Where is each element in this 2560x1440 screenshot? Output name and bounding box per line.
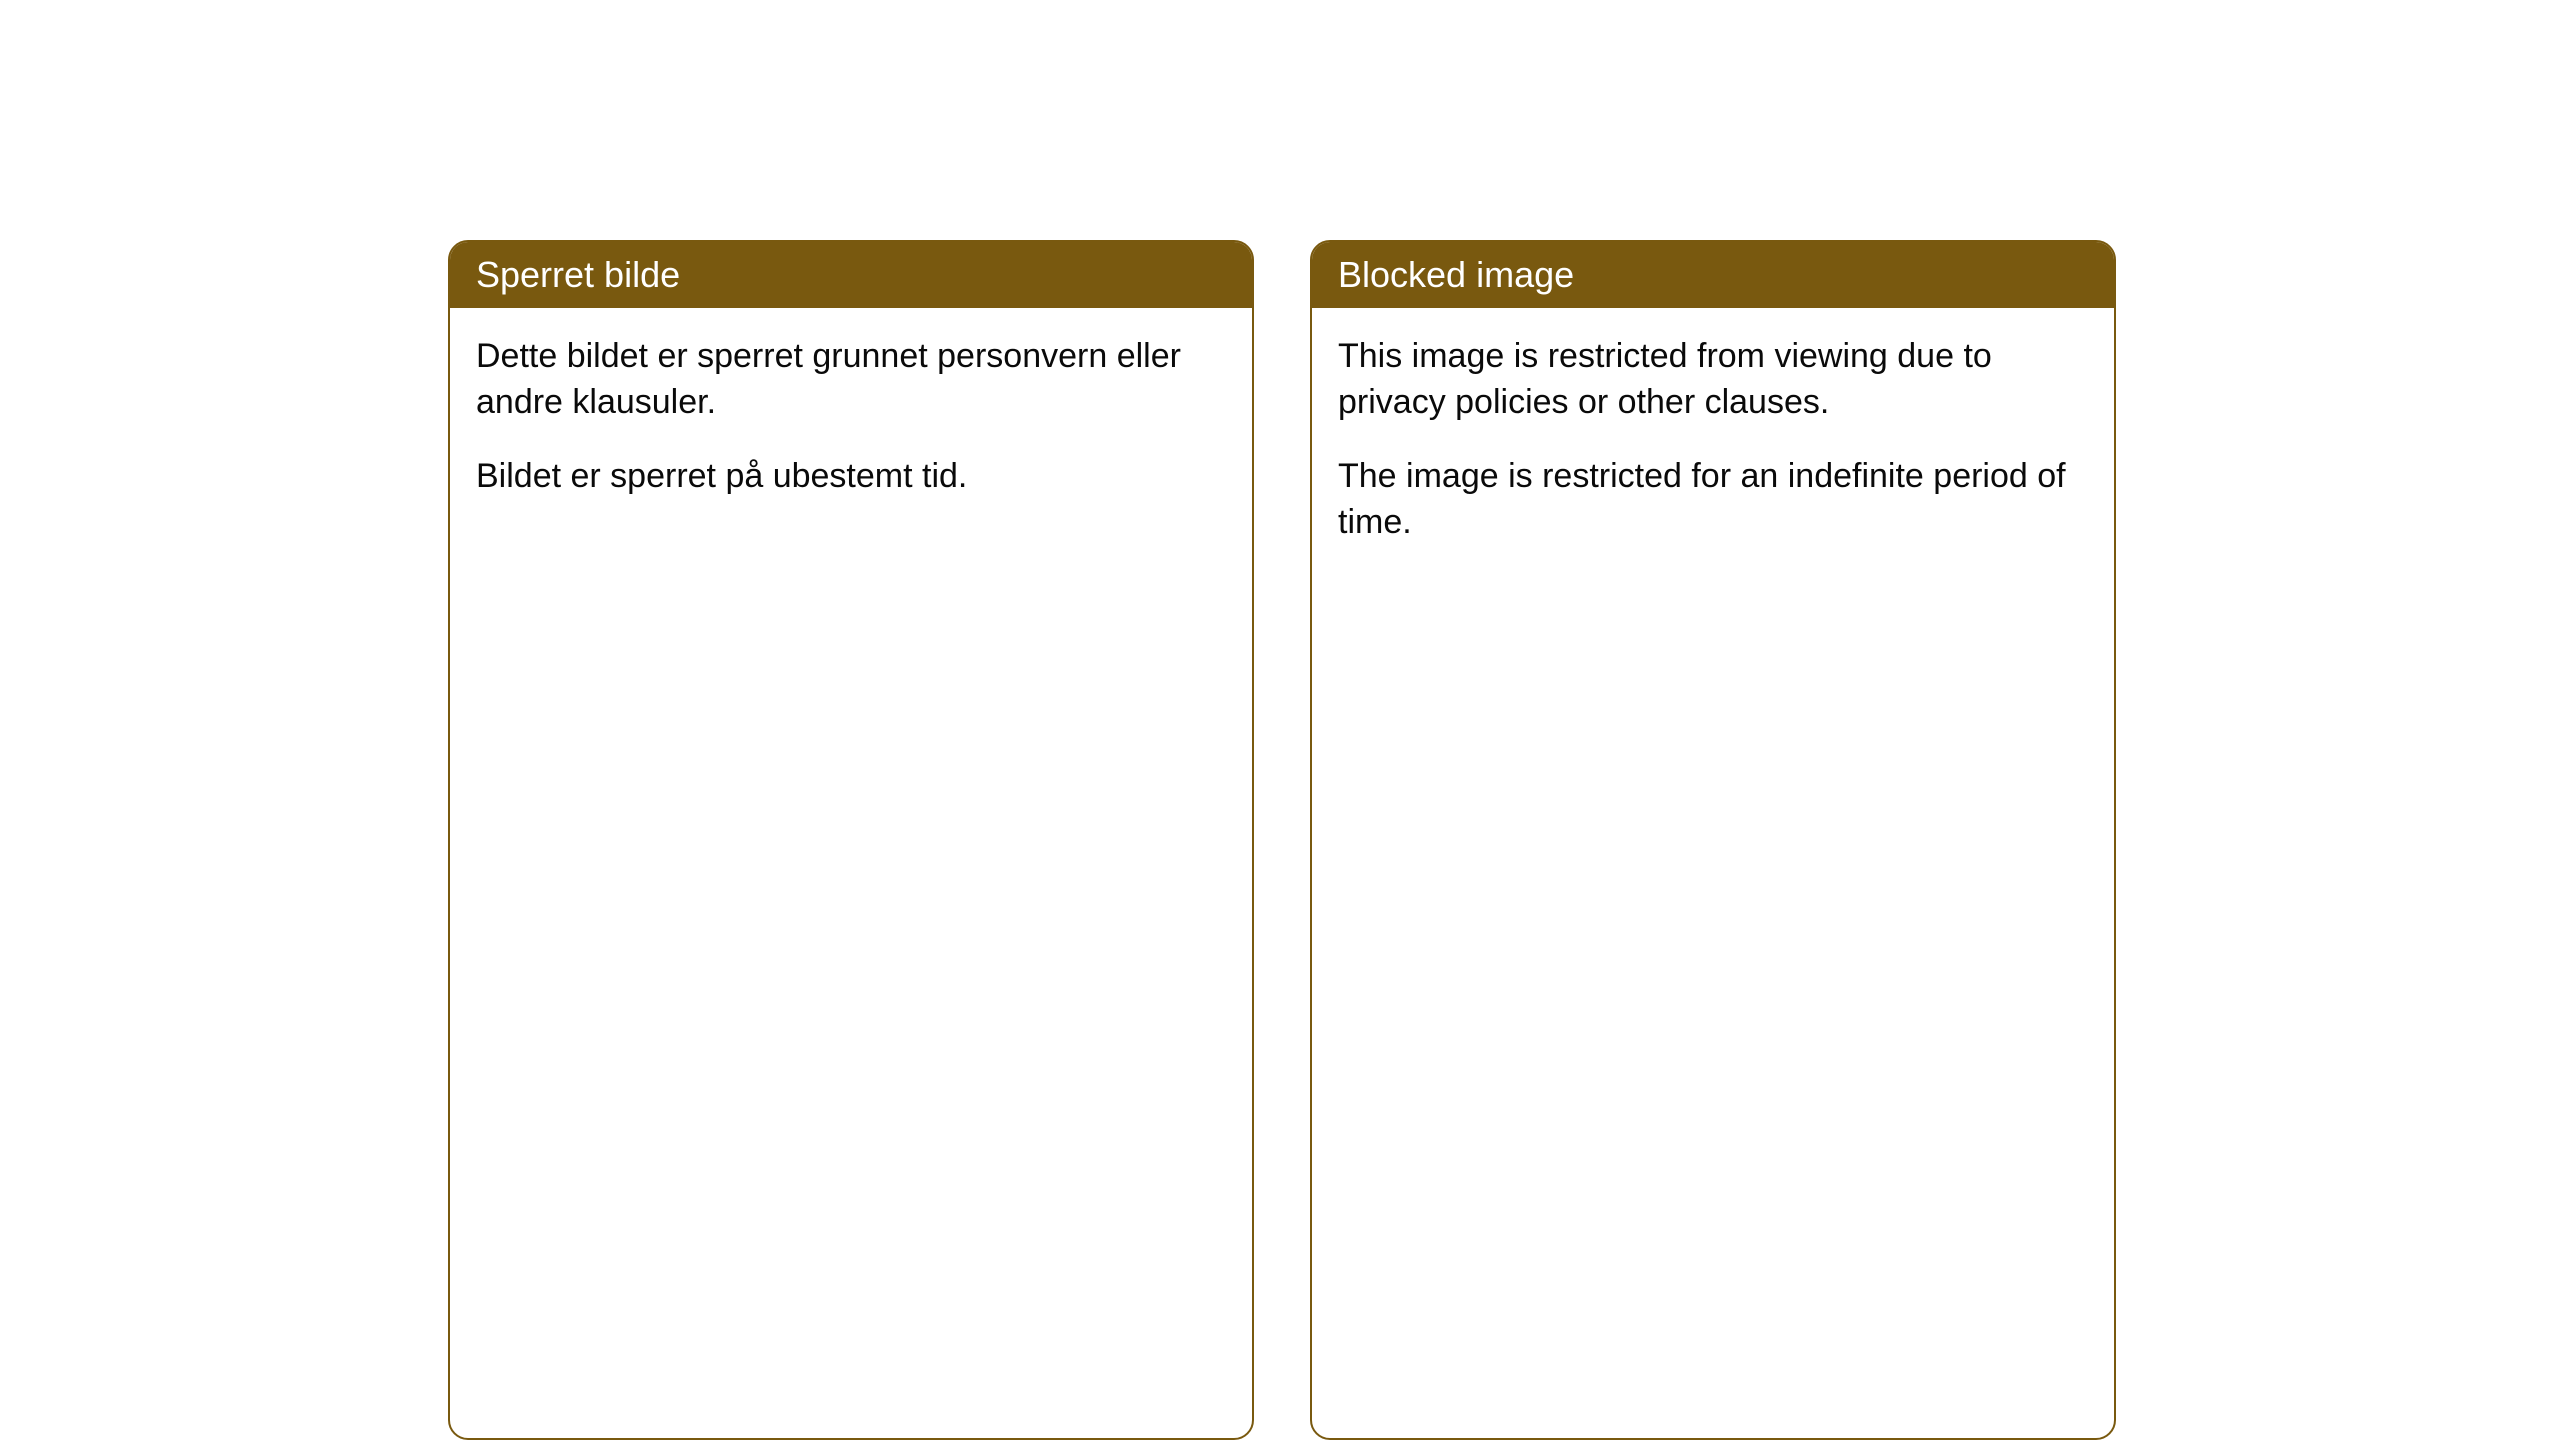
notice-body: This image is restricted from viewing du…: [1312, 308, 2114, 586]
notice-header: Sperret bilde: [450, 242, 1252, 308]
notice-paragraph: Bildet er sperret på ubestemt tid.: [476, 454, 1226, 500]
notice-card-english: Blocked image This image is restricted f…: [1310, 240, 2116, 1440]
notice-paragraph: Dette bildet er sperret grunnet personve…: [476, 334, 1226, 426]
notice-header: Blocked image: [1312, 242, 2114, 308]
notice-paragraph: This image is restricted from viewing du…: [1338, 334, 2088, 426]
notice-body: Dette bildet er sperret grunnet personve…: [450, 308, 1252, 540]
notice-paragraph: The image is restricted for an indefinit…: [1338, 454, 2088, 546]
notice-card-norwegian: Sperret bilde Dette bildet er sperret gr…: [448, 240, 1254, 1440]
